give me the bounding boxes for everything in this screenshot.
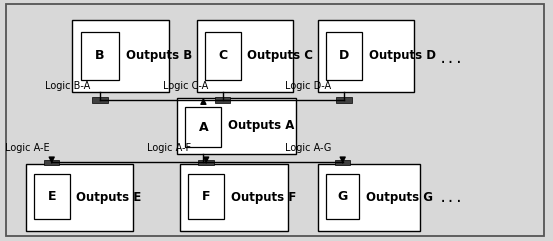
Text: G: G bbox=[337, 190, 348, 203]
Bar bbox=[336, 98, 352, 103]
Text: Outputs A: Outputs A bbox=[228, 119, 294, 132]
Bar bbox=[215, 98, 231, 103]
Bar bbox=[25, 164, 133, 231]
Text: E: E bbox=[48, 190, 56, 203]
Bar bbox=[185, 107, 221, 147]
Bar bbox=[92, 98, 108, 103]
Text: Outputs G: Outputs G bbox=[366, 191, 433, 204]
Text: Logic B-A: Logic B-A bbox=[45, 80, 90, 91]
Text: ...: ... bbox=[439, 191, 465, 205]
Text: D: D bbox=[339, 49, 349, 62]
Bar bbox=[44, 160, 59, 165]
Bar bbox=[188, 174, 224, 219]
Text: Logic A-E: Logic A-E bbox=[5, 143, 50, 153]
Text: Outputs F: Outputs F bbox=[231, 191, 296, 204]
Text: B: B bbox=[95, 49, 105, 62]
Text: Logic A-G: Logic A-G bbox=[285, 143, 331, 153]
Bar bbox=[335, 160, 351, 165]
Bar bbox=[81, 32, 119, 80]
Text: A: A bbox=[199, 120, 208, 134]
Text: Logic A-F: Logic A-F bbox=[147, 143, 191, 153]
Text: Outputs E: Outputs E bbox=[76, 191, 142, 204]
Bar bbox=[196, 20, 293, 92]
Bar bbox=[180, 164, 288, 231]
Text: Logic C-A: Logic C-A bbox=[164, 80, 208, 91]
Text: Outputs C: Outputs C bbox=[247, 49, 313, 62]
Bar bbox=[318, 164, 420, 231]
Bar bbox=[72, 20, 169, 92]
Text: Outputs B: Outputs B bbox=[126, 49, 192, 62]
Text: Outputs D: Outputs D bbox=[369, 49, 436, 62]
Bar bbox=[326, 174, 359, 219]
Bar bbox=[318, 20, 414, 92]
Text: Logic D-A: Logic D-A bbox=[285, 80, 331, 91]
Text: ...: ... bbox=[439, 52, 465, 67]
Bar bbox=[199, 160, 214, 165]
Bar bbox=[326, 32, 362, 80]
Bar bbox=[177, 98, 296, 154]
Bar bbox=[34, 174, 70, 219]
Bar bbox=[205, 32, 241, 80]
Text: C: C bbox=[218, 49, 227, 62]
Text: F: F bbox=[202, 190, 211, 203]
